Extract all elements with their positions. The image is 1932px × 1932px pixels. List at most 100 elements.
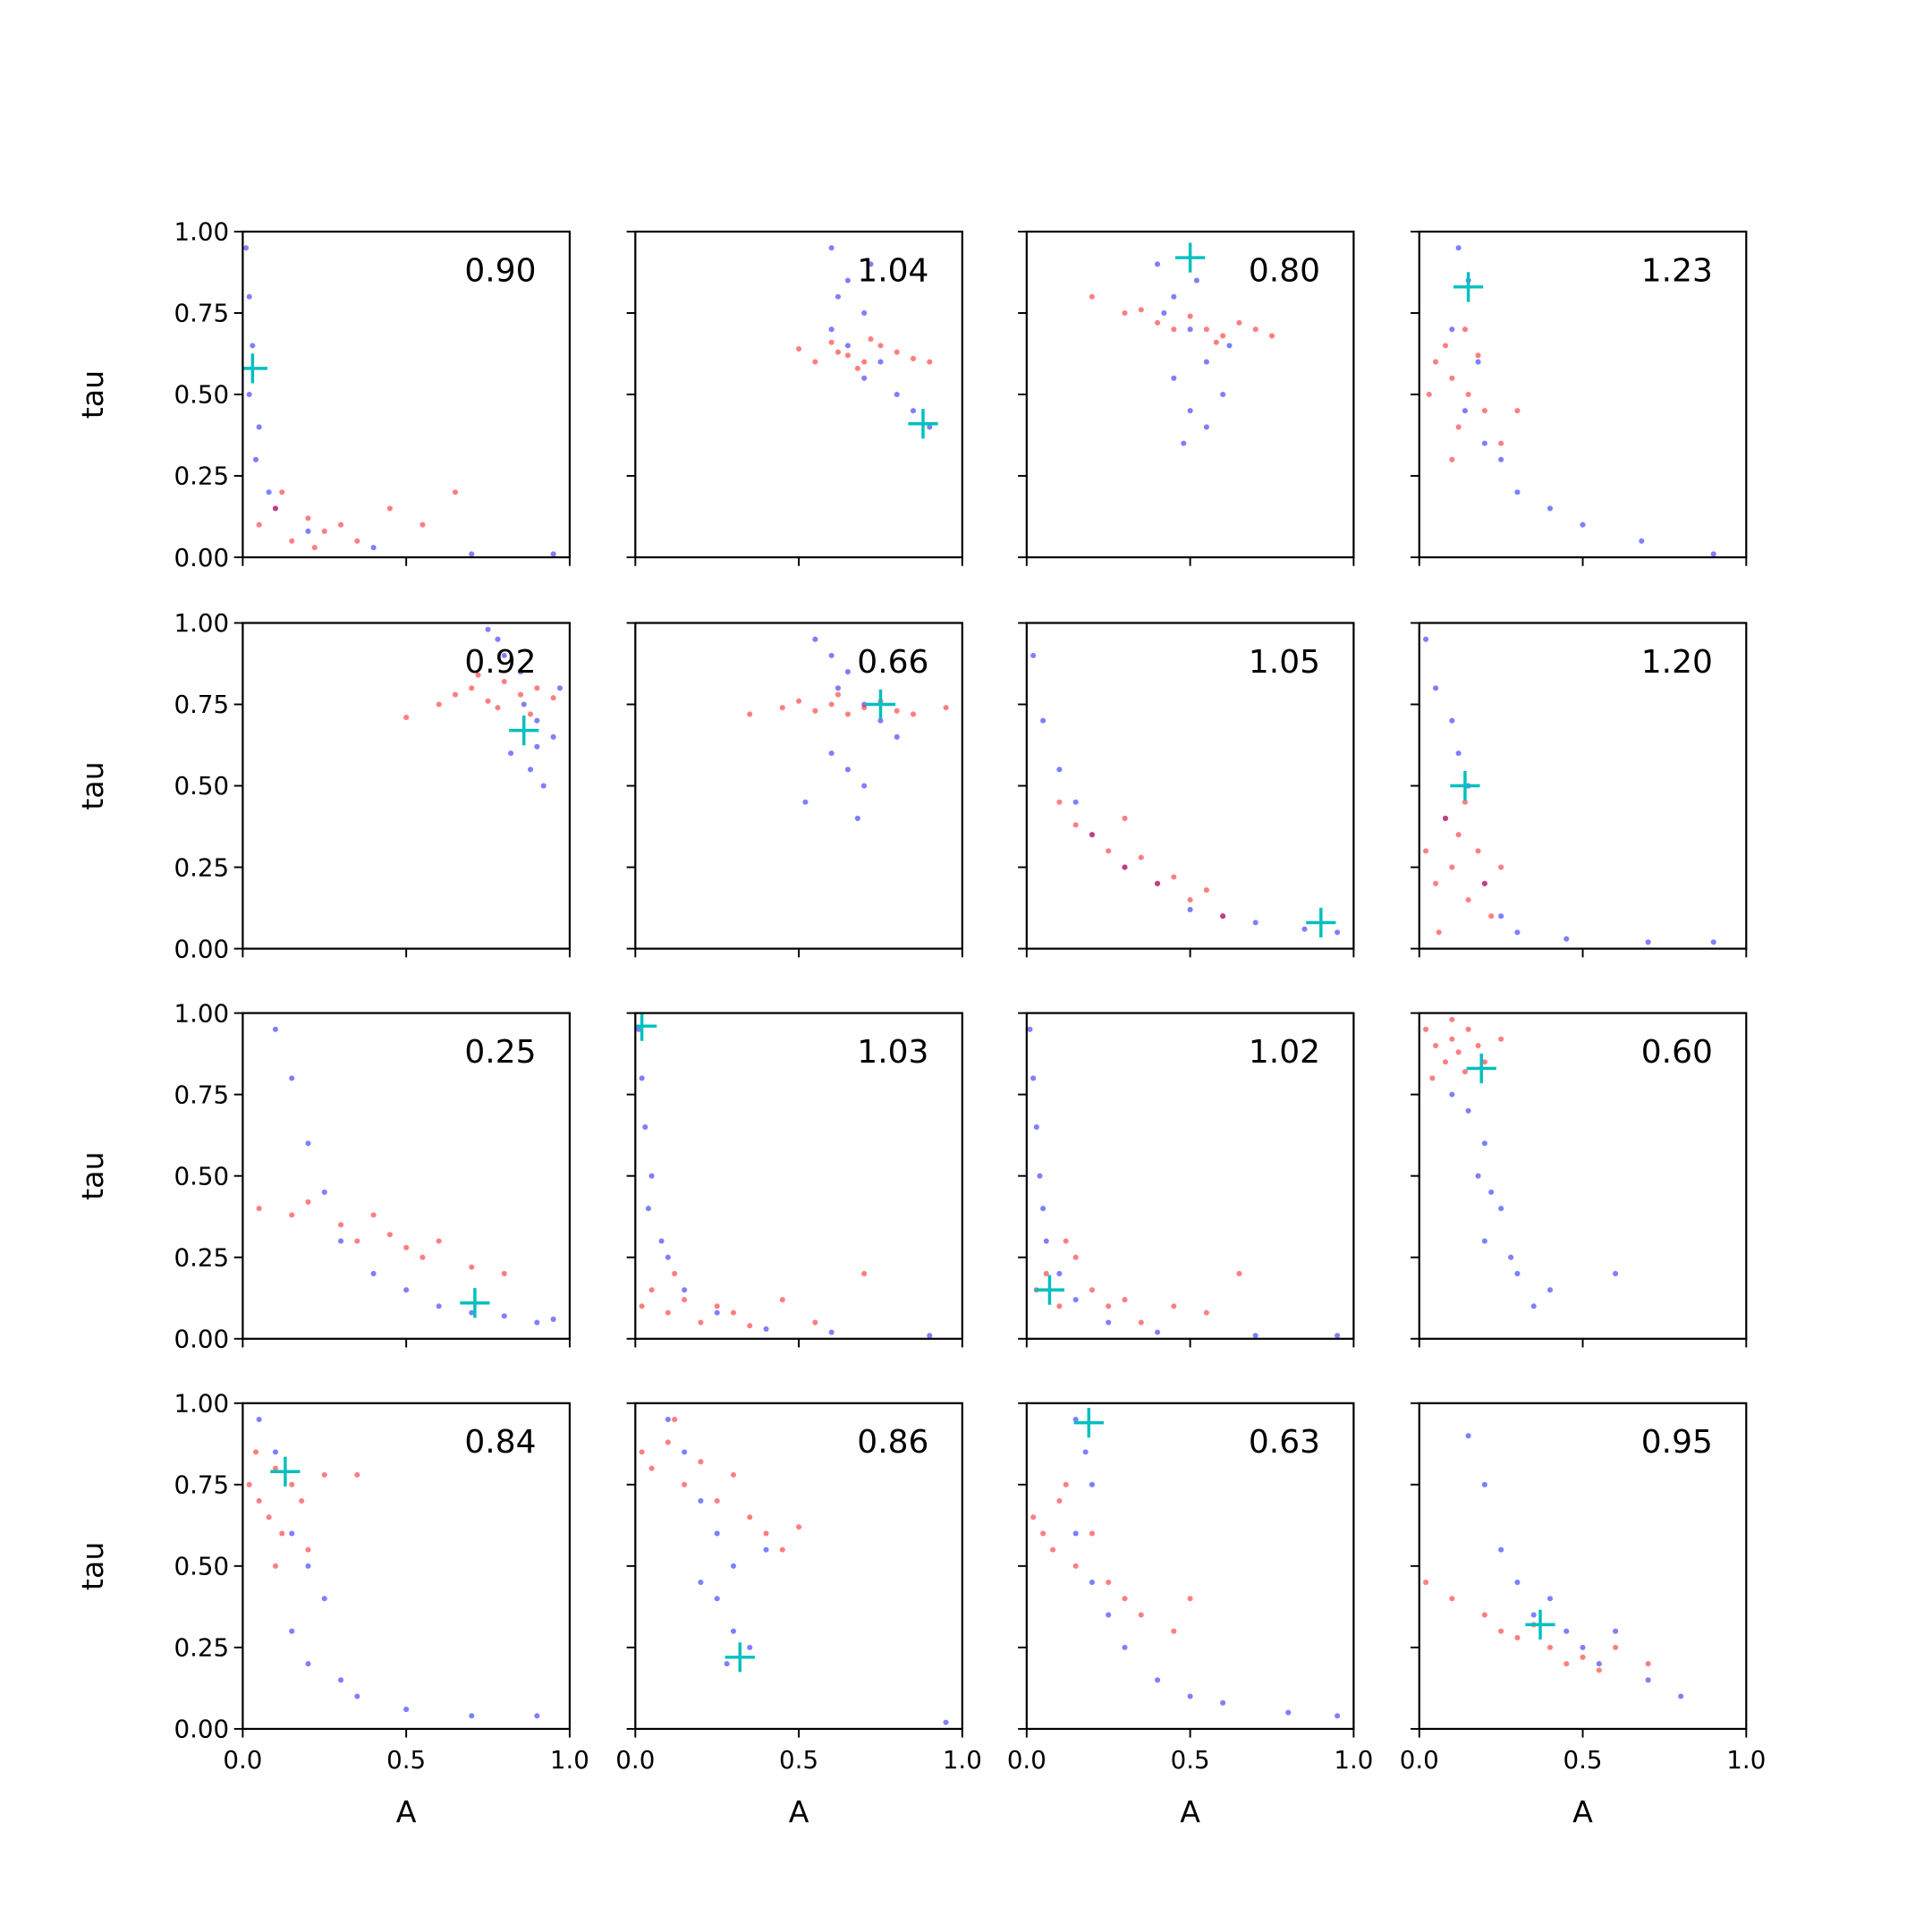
scatter-point — [469, 1264, 475, 1270]
scatter-point — [844, 277, 851, 284]
scatter-point — [1181, 440, 1187, 446]
scatter-point — [1171, 874, 1177, 880]
scatter-point — [1613, 1628, 1619, 1634]
scatter-point — [1449, 1016, 1455, 1022]
scatter-point — [1580, 1644, 1586, 1650]
scatter-point — [894, 391, 900, 398]
scatter-point — [436, 1303, 442, 1309]
scatter-point — [338, 1677, 344, 1683]
scatter-point — [812, 1319, 818, 1326]
scatter-point — [289, 1075, 295, 1081]
marker-cross — [1525, 1609, 1555, 1640]
scatter-point — [665, 1309, 671, 1316]
scatter-point — [1335, 1333, 1341, 1339]
scatter-point — [639, 1449, 645, 1455]
scatter-point — [1122, 864, 1128, 870]
scatter-point — [812, 636, 818, 642]
scatter-point — [1030, 652, 1037, 658]
scatter-point — [854, 365, 860, 371]
scatter-point — [1481, 1140, 1487, 1147]
scatter-point — [927, 1333, 933, 1339]
panel: 1.23 — [1411, 230, 1748, 566]
scatter-point — [747, 1644, 753, 1650]
scatter-point — [877, 343, 884, 349]
scatter-point — [1252, 326, 1258, 333]
y-tick-label: 1.00 — [174, 608, 229, 638]
scatter-point — [635, 1026, 642, 1032]
scatter-point — [436, 701, 442, 708]
scatter-point — [321, 1189, 327, 1195]
panel: 1.02 — [1018, 1012, 1355, 1348]
scatter-point — [812, 359, 818, 365]
y-tick-label: 1.00 — [174, 998, 229, 1028]
scatter-point — [868, 261, 874, 267]
points — [635, 1013, 933, 1339]
scatter-point — [1442, 1059, 1449, 1065]
y-tick-label: 0.25 — [174, 852, 229, 882]
scatter-point — [1462, 799, 1468, 805]
scatter-point — [1546, 1287, 1554, 1293]
scatter-point — [370, 1212, 377, 1218]
scatter-point — [1187, 896, 1193, 903]
scatter-point — [521, 701, 527, 708]
annotation: 1.02 — [1249, 1034, 1320, 1071]
scatter-point — [242, 245, 250, 251]
scatter-point — [550, 733, 556, 740]
panel: 0.0 0.5 1.0 0.63 A — [1007, 1402, 1373, 1829]
x-tick-label: 0.0 — [223, 1745, 262, 1775]
annotation: 0.90 — [464, 252, 536, 289]
scatter-point — [1613, 1270, 1619, 1276]
scatter-point — [747, 1514, 753, 1521]
scatter-point — [672, 1416, 678, 1423]
scatter-point — [1481, 880, 1487, 886]
scatter-point — [1475, 848, 1481, 854]
scatter-point — [796, 345, 802, 352]
scatter-point — [1465, 1026, 1471, 1032]
scatter-point — [495, 705, 501, 711]
marker-cross — [242, 353, 267, 384]
scatter-point — [469, 1309, 475, 1316]
scatter-point — [1433, 880, 1439, 886]
scatter-point — [469, 551, 475, 557]
scatter-point — [1030, 1075, 1037, 1081]
scatter-point — [299, 1497, 305, 1504]
scatter-point — [1498, 1628, 1504, 1634]
scatter-point — [1546, 1596, 1554, 1602]
x-axis-label: A — [1572, 1794, 1593, 1829]
scatter-point — [861, 359, 868, 365]
scatter-point — [279, 1530, 285, 1537]
scatter-point — [1580, 521, 1586, 528]
scatter-point — [256, 1497, 262, 1504]
scatter-point — [272, 1449, 278, 1455]
scatter-point — [1481, 1612, 1487, 1618]
scatter-point — [747, 711, 753, 717]
marker-cross — [509, 716, 539, 746]
scatter-point — [1072, 799, 1079, 805]
scatter-point — [1203, 424, 1209, 430]
scatter-point — [252, 1449, 259, 1455]
scatter-point — [1498, 1546, 1504, 1553]
scatter-point — [1072, 1530, 1079, 1537]
scatter-point — [1481, 408, 1487, 414]
scatter-point — [1498, 1036, 1504, 1042]
scatter-point — [1193, 277, 1199, 284]
scatter-point — [763, 1530, 769, 1537]
scatter-point — [338, 1238, 344, 1244]
scatter-point — [354, 1238, 360, 1244]
scatter-point — [1465, 896, 1471, 903]
scatter-point — [1187, 1693, 1193, 1699]
scatter-point — [730, 1309, 737, 1316]
scatter-point — [518, 669, 524, 675]
annotation: 1.05 — [1249, 644, 1320, 681]
scatter-point — [1089, 1530, 1095, 1537]
scatter-point — [1106, 1303, 1112, 1309]
scatter-point — [1433, 1042, 1439, 1049]
y-tick-label: 0.25 — [174, 462, 229, 491]
x-tick-label: 0.5 — [1563, 1745, 1603, 1775]
scatter-point — [648, 1465, 655, 1471]
x-axis-label: A — [1180, 1794, 1200, 1829]
y-tick-label: 0.50 — [174, 1552, 229, 1581]
scatter-point — [1155, 1677, 1161, 1683]
scatter-point — [844, 711, 851, 717]
scatter-point — [698, 1580, 704, 1586]
